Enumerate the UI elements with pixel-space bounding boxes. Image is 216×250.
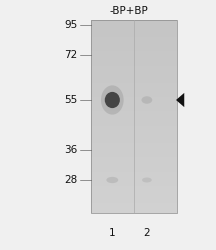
Ellipse shape: [106, 177, 118, 183]
Bar: [91, 44, 177, 46]
Bar: [91, 166, 177, 169]
Bar: [91, 82, 177, 85]
Text: 72: 72: [65, 50, 78, 60]
Bar: [91, 51, 177, 54]
Bar: [91, 138, 177, 140]
Bar: [91, 198, 177, 200]
Bar: [91, 97, 177, 100]
Ellipse shape: [105, 92, 120, 108]
Bar: [91, 174, 177, 176]
Bar: [91, 130, 177, 133]
Bar: [91, 181, 177, 184]
Bar: [91, 27, 177, 30]
Bar: [91, 193, 177, 196]
Bar: [91, 20, 177, 212]
Bar: [91, 46, 177, 49]
Bar: [91, 111, 177, 114]
Bar: [91, 169, 177, 172]
Bar: [91, 118, 177, 121]
Bar: [91, 34, 177, 37]
Bar: [91, 87, 177, 90]
Bar: [91, 184, 177, 186]
Bar: [91, 61, 177, 63]
Bar: [91, 164, 177, 167]
Text: 2: 2: [144, 228, 150, 237]
Bar: [91, 92, 177, 94]
Bar: [91, 205, 177, 208]
Bar: [91, 36, 177, 39]
Bar: [91, 178, 177, 181]
Bar: [91, 176, 177, 179]
Bar: [91, 109, 177, 112]
Bar: [91, 171, 177, 174]
Ellipse shape: [141, 96, 152, 104]
Bar: [91, 202, 177, 205]
Bar: [91, 24, 177, 27]
Bar: [91, 196, 177, 198]
Text: 28: 28: [65, 175, 78, 185]
Bar: [91, 116, 177, 119]
Bar: [91, 75, 177, 78]
Bar: [91, 29, 177, 32]
Bar: [91, 162, 177, 164]
Ellipse shape: [101, 86, 124, 114]
Bar: [91, 32, 177, 34]
Bar: [91, 121, 177, 124]
Bar: [91, 54, 177, 56]
Bar: [91, 208, 177, 210]
Bar: [91, 39, 177, 42]
Bar: [91, 142, 177, 145]
Bar: [91, 154, 177, 157]
Bar: [91, 56, 177, 58]
Bar: [91, 85, 177, 87]
Bar: [91, 200, 177, 203]
Bar: [91, 80, 177, 82]
Bar: [91, 128, 177, 131]
Bar: [91, 150, 177, 152]
Bar: [91, 126, 177, 128]
Bar: [91, 104, 177, 106]
Bar: [91, 135, 177, 138]
Bar: [91, 147, 177, 150]
Bar: [91, 188, 177, 191]
Bar: [91, 48, 177, 51]
Polygon shape: [176, 93, 184, 107]
Text: 36: 36: [65, 145, 78, 155]
Bar: [91, 210, 177, 212]
Bar: [91, 73, 177, 75]
Bar: [91, 140, 177, 143]
Bar: [91, 157, 177, 160]
Bar: [91, 152, 177, 155]
Bar: [91, 145, 177, 148]
Bar: [91, 42, 177, 44]
Bar: [91, 22, 177, 25]
Bar: [91, 70, 177, 73]
Bar: [91, 186, 177, 188]
Bar: [91, 133, 177, 136]
Bar: [91, 20, 177, 22]
Bar: [91, 90, 177, 92]
Bar: [91, 63, 177, 66]
Bar: [91, 78, 177, 80]
Bar: [91, 159, 177, 162]
Bar: [91, 99, 177, 102]
Bar: [91, 123, 177, 126]
Text: 95: 95: [65, 20, 78, 30]
Bar: [91, 94, 177, 97]
Bar: [91, 190, 177, 193]
Bar: [91, 68, 177, 70]
Bar: [91, 106, 177, 109]
Text: -BP+BP: -BP+BP: [109, 6, 148, 16]
Bar: [91, 114, 177, 116]
Bar: [91, 58, 177, 61]
Text: 55: 55: [65, 95, 78, 105]
Text: 1: 1: [109, 228, 116, 237]
Bar: [91, 102, 177, 104]
Bar: [91, 66, 177, 68]
Ellipse shape: [142, 178, 152, 182]
